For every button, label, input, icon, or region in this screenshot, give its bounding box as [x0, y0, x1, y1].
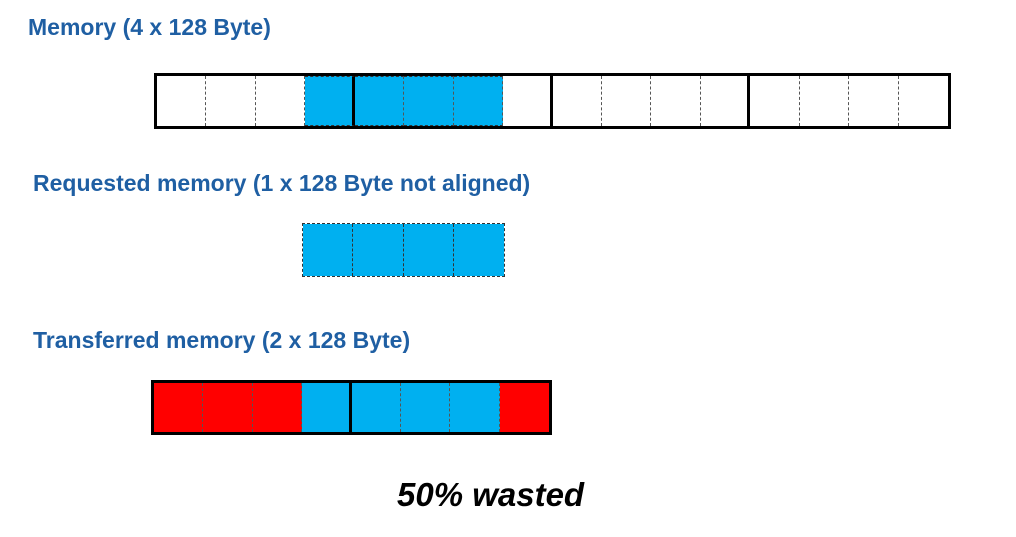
memory-cell-requested: [303, 224, 354, 276]
memory-cell-wasted: [154, 383, 204, 432]
transferred-memory-strip: [151, 380, 552, 435]
memory-cell-empty: [601, 76, 652, 126]
memory-cell-requested: [354, 76, 405, 126]
wasted-summary: 50% wasted: [397, 476, 585, 513]
memory-cell-requested: [450, 383, 500, 432]
memory-cell-empty: [898, 76, 948, 126]
memory-cell-requested: [404, 76, 454, 126]
requested-memory-title: Requested memory (1 x 128 Byte not align…: [33, 170, 531, 196]
memory-cell-empty: [750, 76, 800, 126]
memory-cell-empty: [700, 76, 751, 126]
requested-memory-strip: [302, 223, 505, 277]
memory-title: Memory (4 x 128 Byte): [28, 14, 271, 40]
memory-cell-requested: [302, 383, 352, 432]
memory-cell-requested: [400, 383, 451, 432]
memory-cell-wasted: [252, 383, 303, 432]
memory-cell-empty: [255, 76, 306, 126]
transferred-memory-title: Transferred memory (2 x 128 Byte): [33, 327, 411, 353]
memory-cell-requested: [453, 224, 504, 276]
memory-strip: [154, 73, 951, 129]
memory-cell-empty: [799, 76, 850, 126]
memory-cell-empty: [206, 76, 256, 126]
memory-cell-empty: [157, 76, 207, 126]
memory-cell-empty: [849, 76, 899, 126]
memory-cell-requested: [453, 76, 504, 126]
memory-cell-empty: [651, 76, 701, 126]
memory-cell-wasted: [499, 383, 549, 432]
memory-cell-requested: [305, 76, 355, 126]
memory-cell-empty: [503, 76, 553, 126]
memory-cell-requested: [351, 383, 401, 432]
memory-cell-requested: [403, 224, 454, 276]
memory-cell-requested: [353, 224, 404, 276]
memory-cell-empty: [552, 76, 602, 126]
memory-cell-wasted: [203, 383, 253, 432]
